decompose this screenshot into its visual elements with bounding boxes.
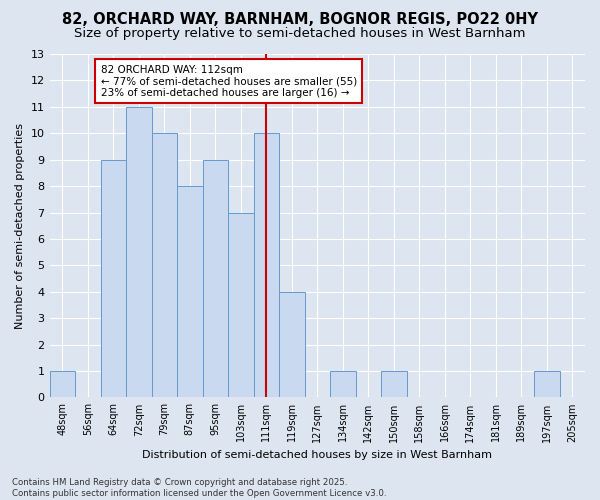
Bar — [50, 371, 75, 398]
Bar — [177, 186, 203, 398]
Bar — [152, 134, 177, 398]
Bar — [228, 212, 254, 398]
Bar — [203, 160, 228, 398]
X-axis label: Distribution of semi-detached houses by size in West Barnham: Distribution of semi-detached houses by … — [142, 450, 492, 460]
Bar — [254, 134, 279, 398]
Bar — [279, 292, 305, 398]
Text: Size of property relative to semi-detached houses in West Barnham: Size of property relative to semi-detach… — [74, 28, 526, 40]
Bar — [126, 107, 152, 398]
Text: 82, ORCHARD WAY, BARNHAM, BOGNOR REGIS, PO22 0HY: 82, ORCHARD WAY, BARNHAM, BOGNOR REGIS, … — [62, 12, 538, 28]
Bar — [534, 371, 560, 398]
Y-axis label: Number of semi-detached properties: Number of semi-detached properties — [15, 122, 25, 328]
Bar — [101, 160, 126, 398]
Text: Contains HM Land Registry data © Crown copyright and database right 2025.
Contai: Contains HM Land Registry data © Crown c… — [12, 478, 386, 498]
Bar — [381, 371, 407, 398]
Text: 82 ORCHARD WAY: 112sqm
← 77% of semi-detached houses are smaller (55)
23% of sem: 82 ORCHARD WAY: 112sqm ← 77% of semi-det… — [101, 64, 357, 98]
Bar — [330, 371, 356, 398]
